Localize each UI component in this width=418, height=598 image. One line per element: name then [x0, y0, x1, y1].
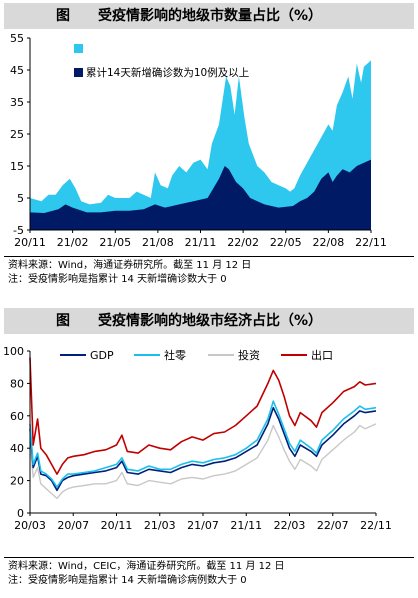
x-tick-label: 21/05 — [99, 236, 131, 249]
x-tick-label: 22/02 — [227, 236, 259, 249]
x-tick-label: 20/03 — [14, 519, 46, 532]
legend-label: GDP — [90, 349, 114, 362]
source-note: 资料来源：Wind，CEIC，海通证券研究所。截至 11 月 12 日 — [8, 561, 285, 572]
x-tick-label: 22/11 — [360, 519, 392, 532]
divider — [4, 256, 414, 257]
y-tick-label: 25 — [10, 128, 24, 141]
footnote: 注：受疫情影响是指累计 14 天新增确诊病例数大于 0 — [8, 575, 247, 586]
x-tick-label: 22/11 — [355, 236, 387, 249]
x-tick-label: 21/11 — [185, 236, 217, 249]
line-chart: 100 80 60 40 20 020/03 20/07 20/11 21/03 21/07 21/… — [3, 345, 392, 532]
x-tick-label: 21/11 — [230, 519, 262, 532]
y-tick-label: 100 — [3, 345, 24, 358]
y-tick-label: 5 — [17, 192, 24, 205]
legend-label: 社零 — [164, 348, 186, 362]
legend-swatch — [74, 44, 83, 53]
series-line-3 — [29, 423, 377, 500]
source-note: 资料来源：Wind，海通证券研究所。截至 11 月 12 日 — [8, 260, 252, 271]
chart-panel-economy: 图 受疫情影响的地级市经济占比（%） 100 80 60 40 20 0 20/03 20/0… — [0, 305, 418, 598]
figure-label: 图 — [56, 313, 70, 329]
x-tick-label: 22/08 — [313, 236, 345, 249]
y-tick-label: 40 — [10, 442, 24, 455]
x-tick-label: 22/05 — [270, 236, 302, 249]
y-tick-label: 15 — [10, 160, 24, 173]
legend-label: 出口 — [311, 348, 333, 362]
chart-title-bar: 图 受疫情影响的地级市经济占比（%） — [4, 308, 414, 334]
footnote: 注：受疫情影响是指累计 14 天新增确诊数大于 0 — [8, 274, 227, 285]
chart-panel-cities: 图 受疫情影响的地级市数量占比（%） 55 45 35 25 15 5 -5 20/11 21/… — [4, 3, 414, 285]
x-tick-label: 20/07 — [57, 519, 89, 532]
x-tick-label: 20/11 — [101, 519, 133, 532]
series-line-2 — [29, 400, 377, 488]
chart-title: 受疫情影响的地级市经济占比（%） — [98, 313, 323, 329]
legend-swatch — [74, 68, 83, 77]
x-tick-label: 22/03 — [274, 519, 306, 532]
series-line-1 — [29, 406, 377, 492]
series-area-2 — [30, 159, 371, 230]
y-tick-label: 80 — [10, 377, 24, 390]
chart-title: 受疫情影响的地级市数量占比（%） — [98, 8, 323, 24]
x-tick-label: 21/08 — [142, 236, 174, 249]
figure-label: 图 — [56, 8, 70, 24]
x-tick-label: 21/03 — [144, 519, 176, 532]
y-tick-label: 20 — [10, 475, 24, 488]
y-tick-label: 45 — [10, 64, 24, 77]
legend-label: 累计14天新增确诊数为10例及以上 — [86, 66, 249, 79]
y-tick-label: 60 — [10, 410, 24, 423]
chart-title-bar: 图 受疫情影响的地级市数量占比（%） — [4, 3, 414, 29]
y-tick-label: 0 — [17, 507, 24, 520]
x-tick-label: 20/11 — [14, 236, 46, 249]
series-line-4 — [29, 357, 377, 475]
x-tick-label: 21/02 — [57, 236, 89, 249]
y-tick-label: 55 — [10, 32, 24, 45]
area-chart: 55 45 35 25 15 5 -520/11 21/02 21/05 21/08 21/11 22… — [10, 32, 387, 249]
y-tick-label: 35 — [10, 96, 24, 109]
y-tick-label: -5 — [13, 224, 24, 237]
legend-label: 累计14天新增确诊数为1-9例 — [86, 42, 222, 55]
x-tick-label: 21/07 — [187, 519, 219, 532]
x-tick-label: 22/07 — [317, 519, 349, 532]
legend-label: 投资 — [238, 348, 260, 362]
divider — [4, 557, 414, 558]
